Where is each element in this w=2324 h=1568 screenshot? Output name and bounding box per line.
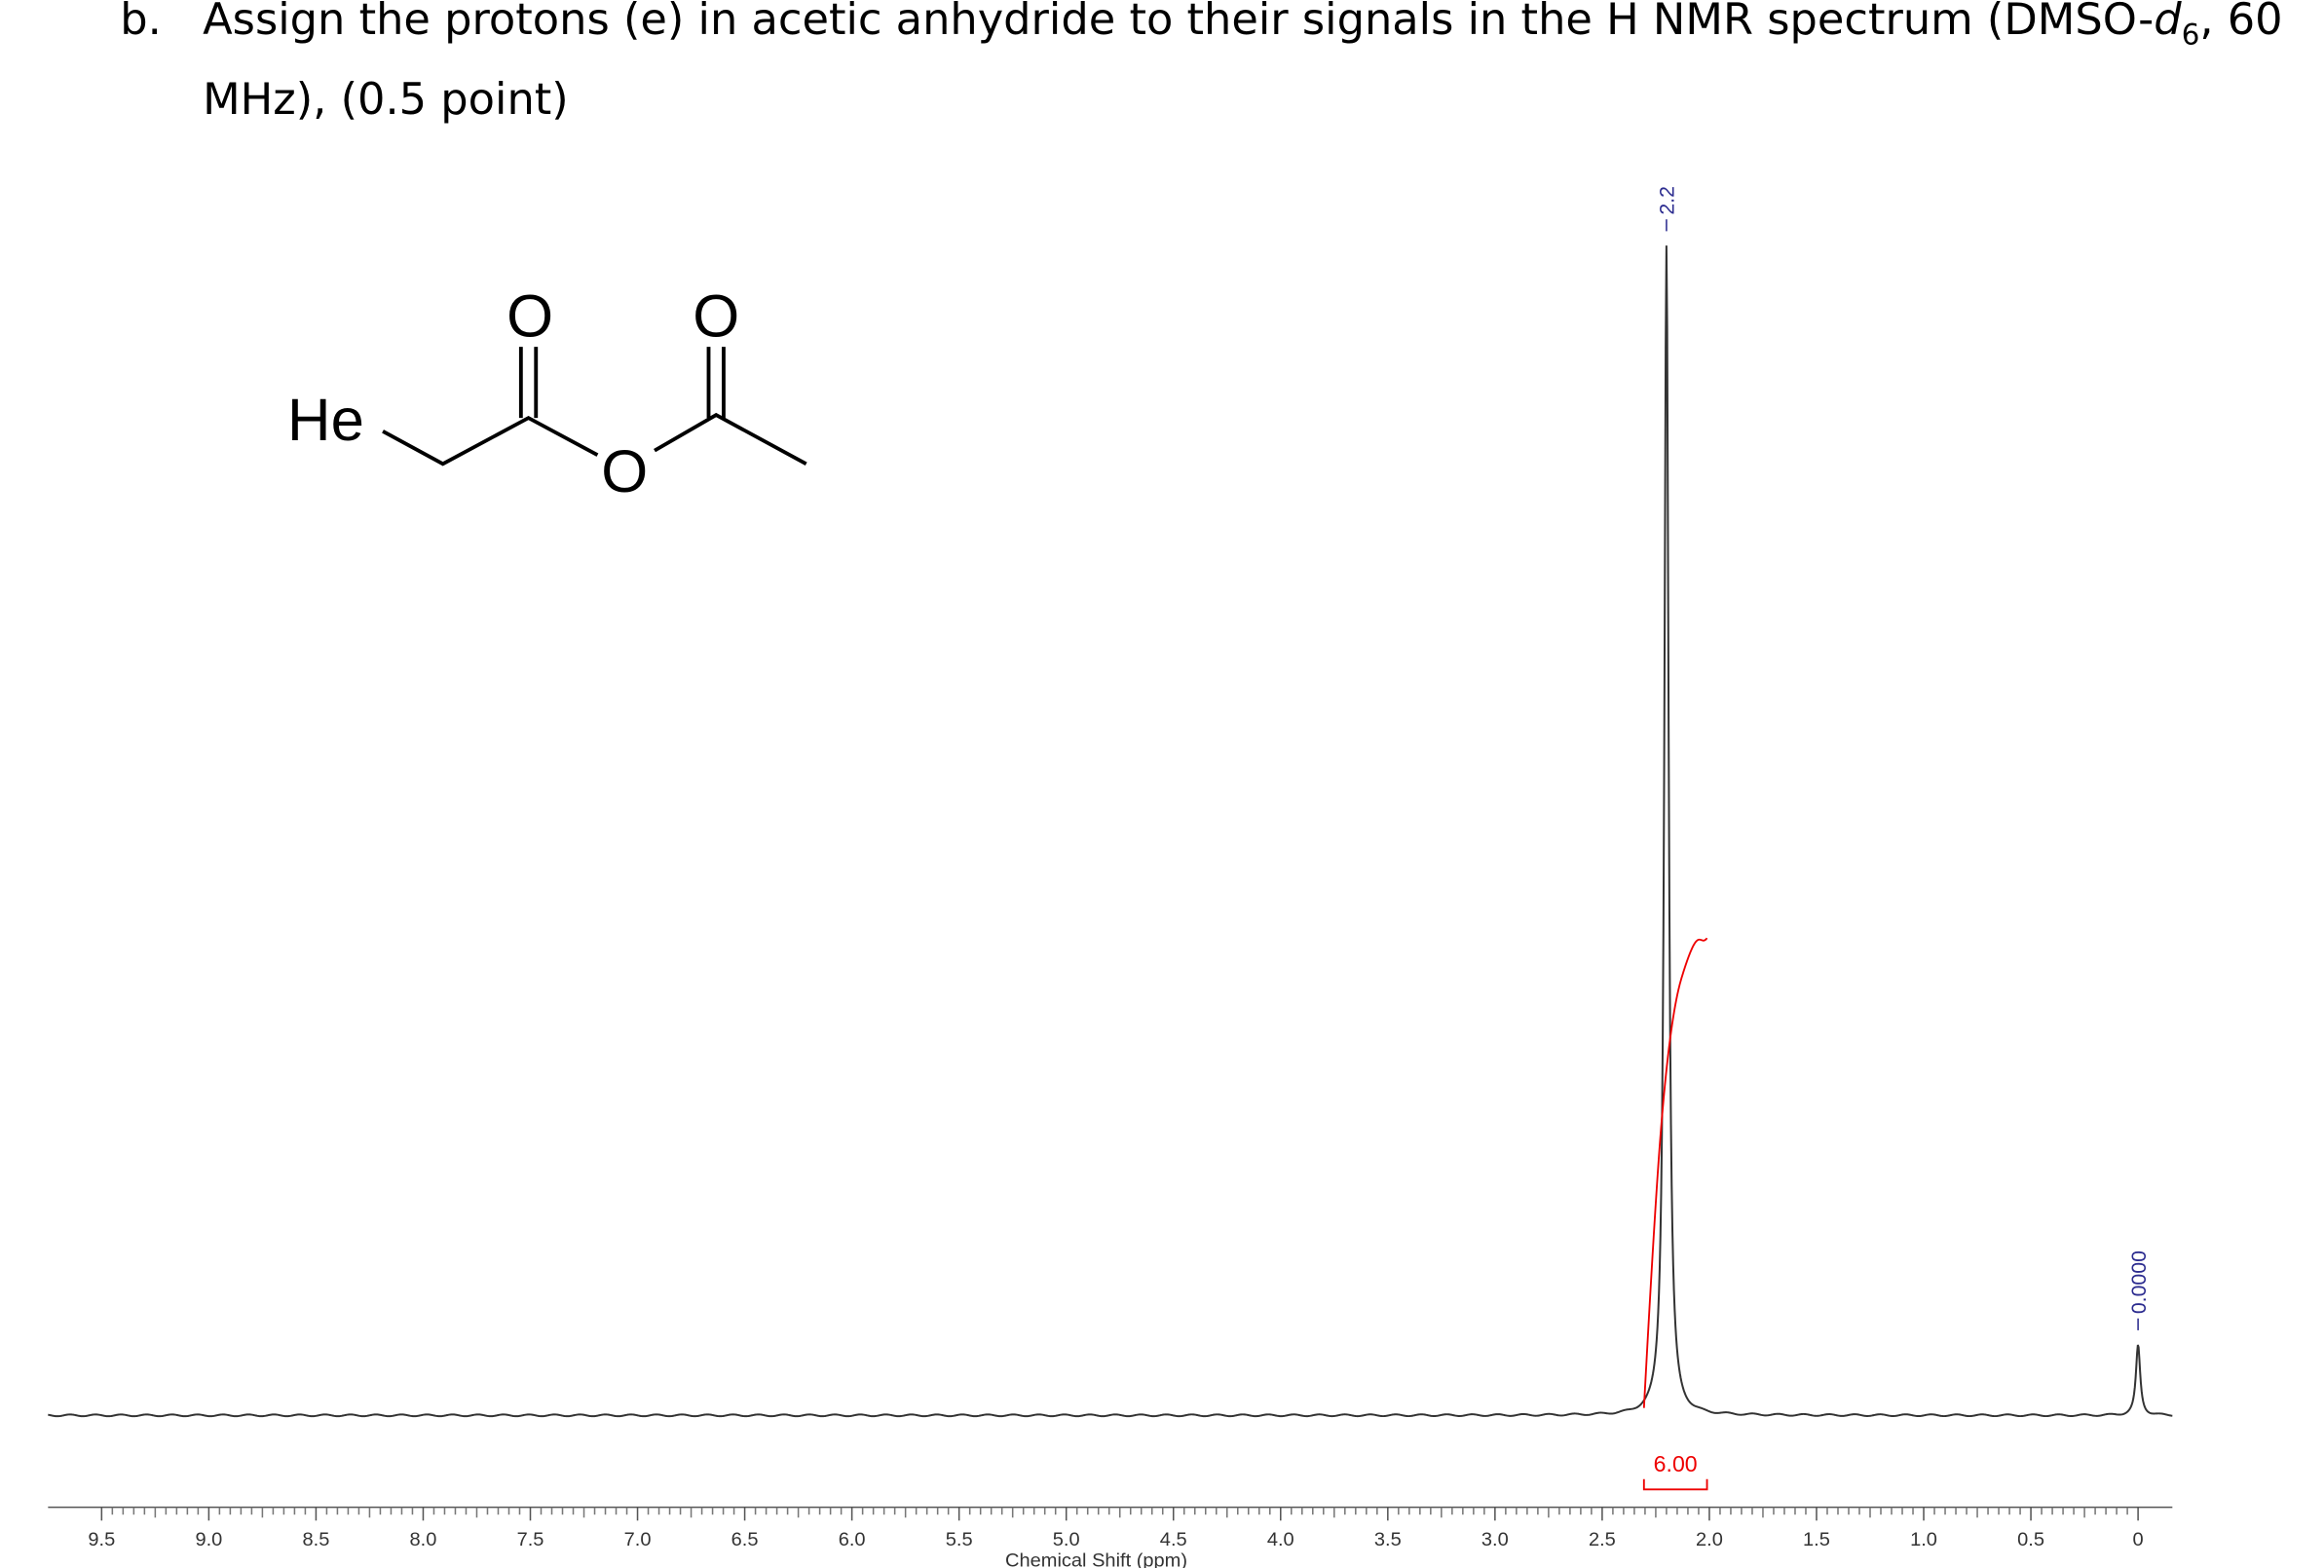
x-tick-label: 2.0 (1696, 1529, 1723, 1550)
x-tick-label: 3.0 (1481, 1529, 1509, 1550)
x-tick-label: 0 (2133, 1529, 2144, 1550)
question: b. Assign the protons (e) in acetic anhy… (120, 0, 2324, 131)
peak-label: 2.2 (1656, 186, 1679, 215)
x-tick-label: 6.0 (839, 1529, 866, 1550)
bond (654, 412, 807, 466)
integral-curve (1642, 937, 1708, 1408)
x-tick-label: 8.5 (302, 1529, 329, 1550)
x-tick-label: 1.5 (1803, 1529, 1830, 1550)
x-tick-label: 8.0 (410, 1529, 437, 1550)
x-tick-label: 7.5 (517, 1529, 544, 1550)
question-text-part: Assign the protons (e) in acetic anhydri… (203, 0, 2155, 45)
integral-bracket (1642, 1478, 1708, 1491)
question-text: Assign the protons (e) in acetic anhydri… (203, 0, 2324, 131)
x-tick-label: 5.5 (946, 1529, 973, 1550)
atom-label: He (287, 387, 364, 453)
question-subscript: 6 (2181, 19, 2200, 52)
atom-label: O (601, 439, 648, 505)
integral-label: 6.00 (1654, 1451, 1698, 1476)
x-tick-label: 9.5 (88, 1529, 115, 1550)
question-text-part: , 60 MHz), (0.5 point) (203, 0, 2283, 125)
question-marker: b. (120, 0, 162, 45)
peak-label: 0.0000 (2127, 1251, 2151, 1314)
spectrum (48, 245, 2173, 1418)
x-axis-label: Chemical Shift (ppm) (1005, 1550, 1187, 1568)
bond (382, 415, 599, 467)
x-tick-label: 0.5 (2017, 1529, 2044, 1550)
atom-label: O (693, 283, 739, 350)
x-tick-label: 5.0 (1053, 1529, 1080, 1550)
question-italic: d (2154, 0, 2182, 45)
x-tick-label: 6.5 (731, 1529, 759, 1550)
x-tick-label: 7.0 (624, 1529, 652, 1550)
x-tick-label: 4.5 (1160, 1529, 1187, 1550)
x-tick-label: 9.0 (195, 1529, 222, 1550)
x-tick-label: 1.0 (1910, 1529, 1937, 1550)
x-tick-label: 3.5 (1374, 1529, 1402, 1550)
x-tick-label: 4.0 (1267, 1529, 1294, 1550)
atom-label: O (506, 283, 553, 350)
x-tick-label: 2.5 (1589, 1529, 1616, 1550)
molecule (382, 347, 807, 467)
